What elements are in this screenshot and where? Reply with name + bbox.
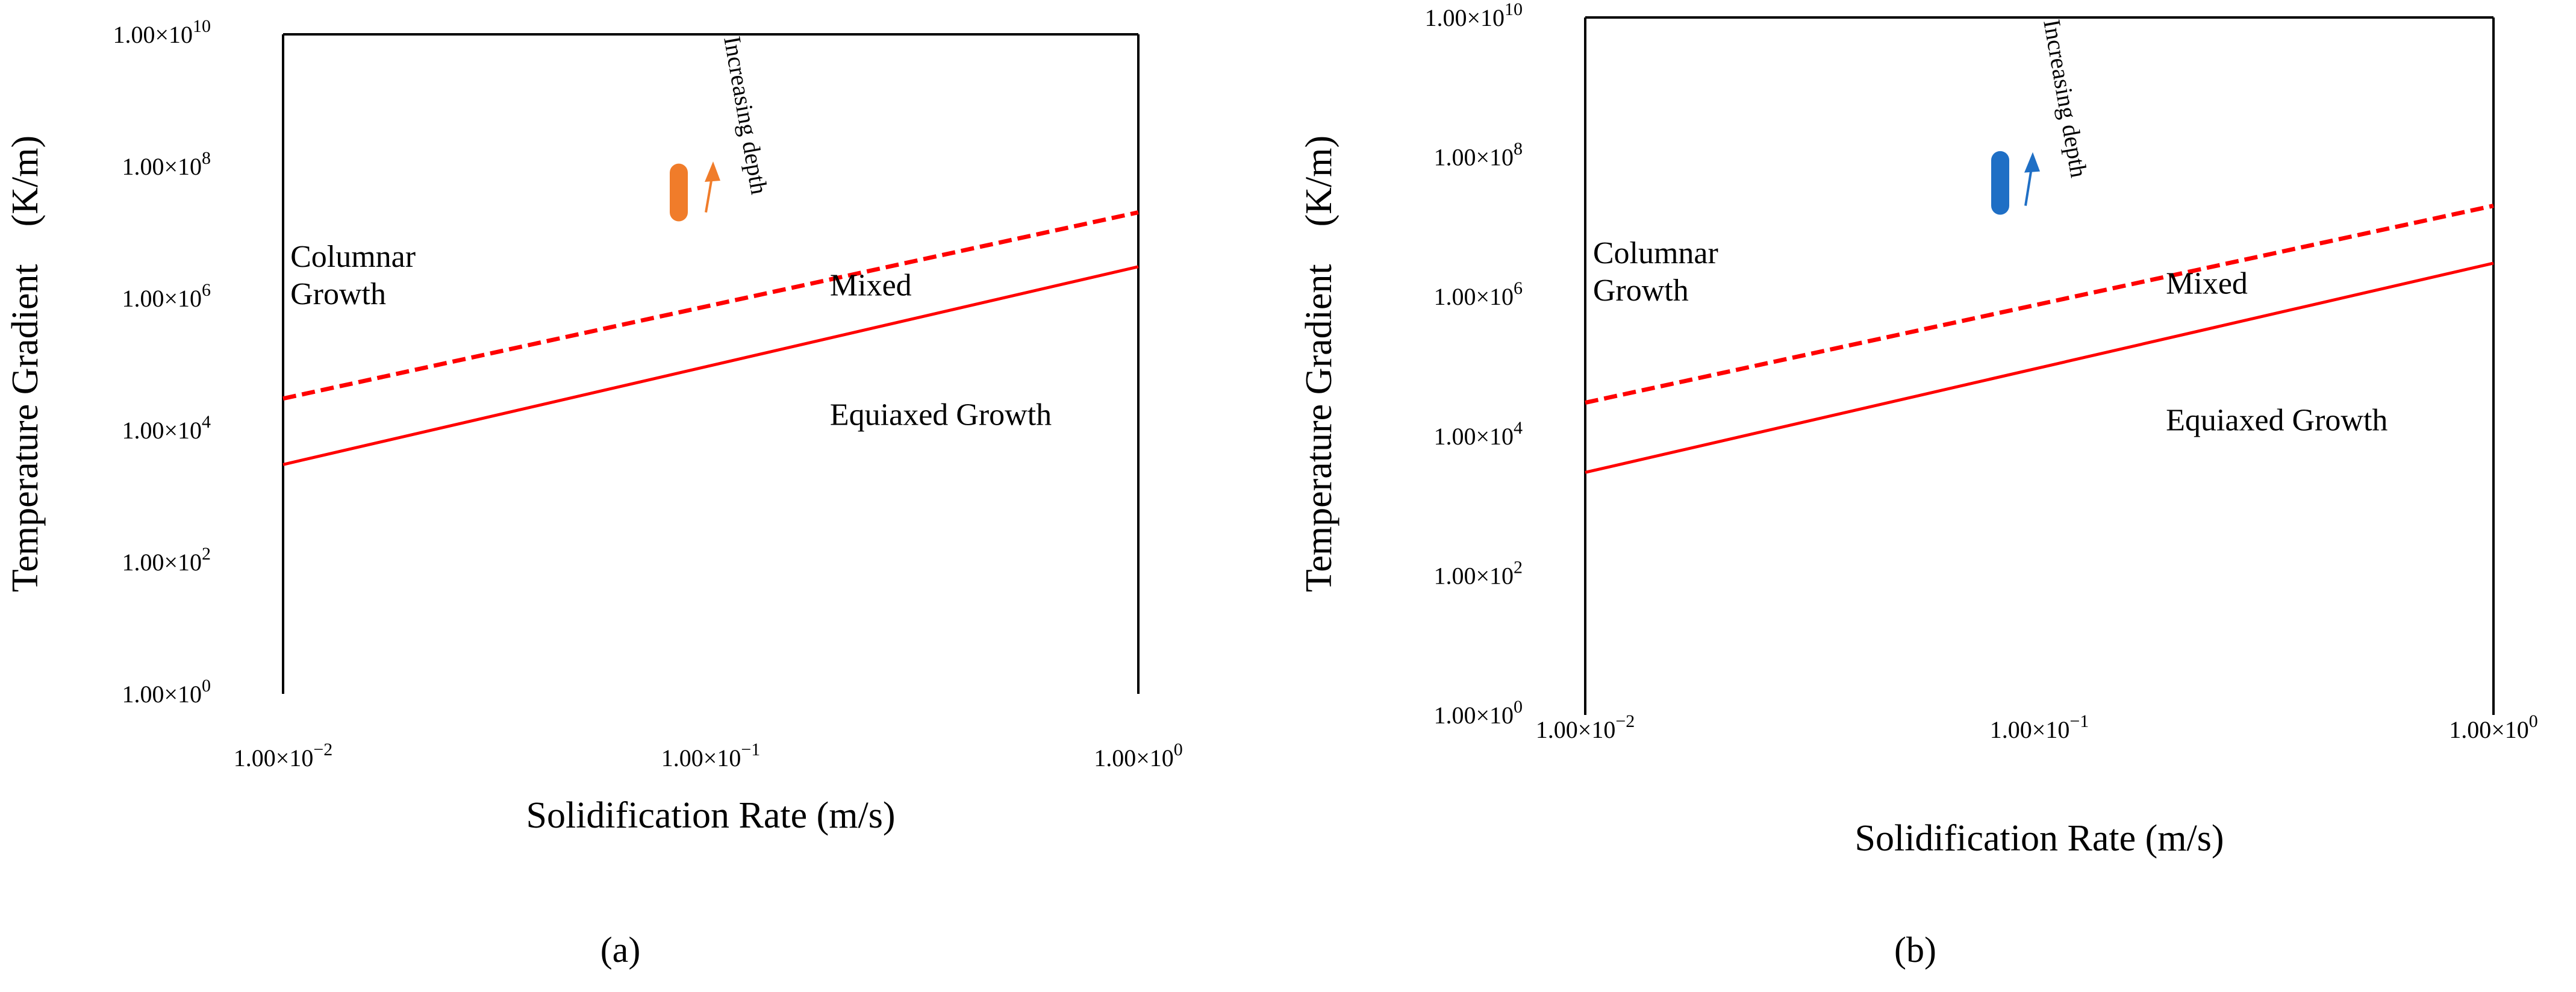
panel-label: (a) (600, 930, 641, 970)
columnar-boundary-line (1585, 204, 2494, 405)
increasing-depth-label: Increasing depth (2038, 17, 2092, 179)
y-tick-label: 1.00×100 (122, 676, 211, 708)
x-tick-label: 1.00×10−2 (1536, 711, 1635, 743)
y-tick-label: 1.00×104 (1433, 418, 1523, 450)
columnar-boundary-line (282, 210, 1139, 401)
equiaxed-boundary-line (1585, 261, 2494, 474)
depth-arrow-shaft (2024, 167, 2033, 206)
y-axis-title: Temperature Gradient (K/m) (5, 136, 46, 592)
region-label: Equiaxed Growth (830, 398, 1052, 432)
region-label: Columnar Growth (290, 240, 416, 311)
y-tick-label: 1.00×106 (1433, 278, 1523, 310)
y-axis-title: Temperature Gradient (K/m) (1299, 136, 1339, 592)
chart-panel-b: 1.00×100 1.00×102 1.00×104 1.00×106 1.00×108… (1299, 0, 2538, 970)
equiaxed-boundary-line (282, 265, 1139, 466)
y-tick-label: 1.00×100 (1433, 697, 1523, 729)
region-label: Columnar Growth (1593, 236, 1718, 308)
x-tick-label: 1.00×10−2 (234, 740, 332, 772)
chart-panel-a: 1.00×100 1.00×102 1.00×104 1.00×106 1.00×108… (5, 16, 1183, 970)
y-tick-label: 1.00×1010 (1424, 0, 1523, 31)
region-label: Mixed (830, 268, 912, 302)
x-tick-label: 1.00×100 (2449, 711, 2538, 743)
x-axis-title: Solidification Rate (m/s) (526, 795, 895, 836)
region-label: Equiaxed Growth (2166, 404, 2387, 438)
y-tick-label: 1.00×108 (122, 148, 211, 180)
depth-arrow-head (2024, 152, 2040, 173)
x-tick-label: 1.00×10−1 (1990, 711, 2089, 743)
panel-label: (b) (1894, 930, 1936, 970)
depth-arrow-head (705, 161, 720, 182)
y-tick-label: 1.00×102 (1433, 557, 1523, 589)
y-tick-label: 1.00×1010 (113, 16, 211, 48)
y-tick-label: 1.00×108 (1433, 139, 1523, 171)
y-tick-label: 1.00×102 (122, 544, 211, 576)
depth-arrow-shaft (705, 176, 713, 213)
region-label: Mixed (2166, 266, 2248, 301)
increasing-depth-label: Increasing depth (719, 34, 773, 196)
y-tick-label: 1.00×106 (122, 280, 211, 312)
x-axis-title: Solidification Rate (m/s) (1854, 818, 2224, 859)
x-tick-label: 1.00×100 (1094, 740, 1183, 772)
y-tick-label: 1.00×104 (122, 412, 211, 444)
x-tick-label: 1.00×10−1 (661, 740, 760, 772)
